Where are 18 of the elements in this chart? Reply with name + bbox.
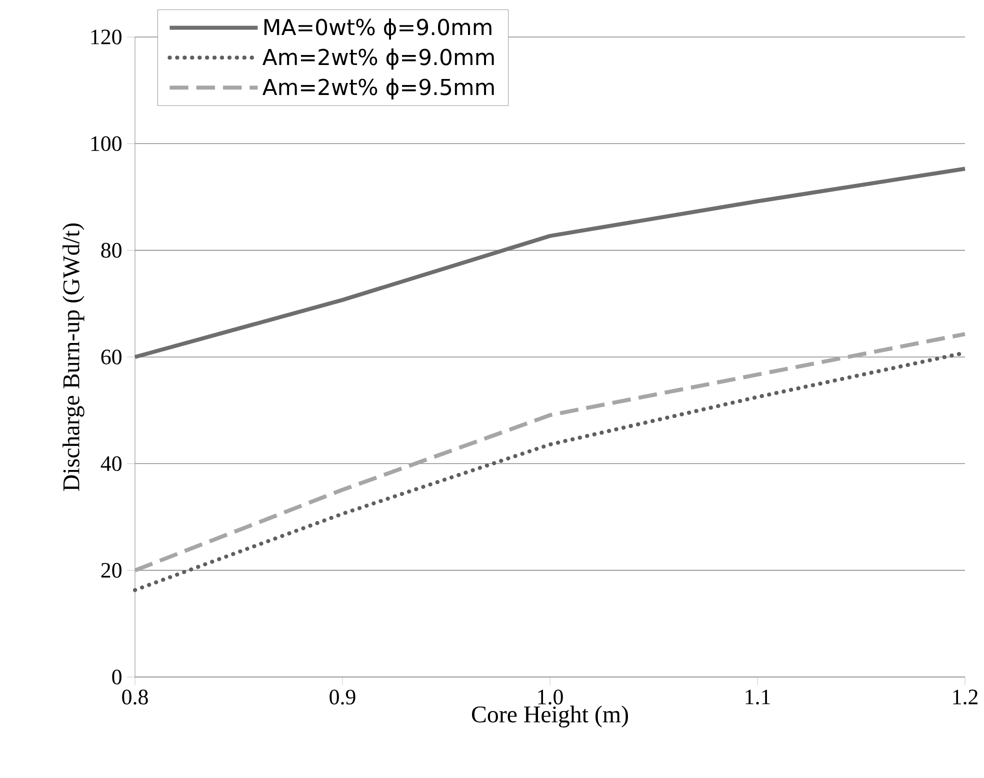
legend-label: Am=2wt% ϕ=9.5mm (262, 78, 494, 100)
x-tick-label: 1.1 (746, 690, 770, 704)
x-tick-label: 1.2 (953, 690, 978, 705)
x-tick-label: 0.8 (122, 690, 148, 705)
x-tick-label: 0.9 (330, 690, 356, 705)
line-series (133, 166, 968, 359)
x-axis-title: Core Height (m) (472, 706, 628, 728)
y-tick-label: 40 (100, 456, 122, 472)
legend-label: Am=2wt% ϕ=9.0mm (262, 48, 494, 70)
y-tick-label: 120 (91, 30, 122, 44)
y-tick-label: 60 (101, 350, 122, 364)
x-tick-label: 1.0 (538, 690, 563, 705)
y-tick-label: 80 (101, 242, 122, 258)
y-tick-label: 100 (91, 136, 122, 152)
y-tick-label: 20 (101, 562, 122, 578)
y-tick-label: 0 (112, 670, 122, 684)
y-axis-title: Discharge Burn-up (GWd/t) (62, 223, 84, 491)
legend-label: MA=0wt% ϕ=9.0mm (264, 18, 492, 40)
